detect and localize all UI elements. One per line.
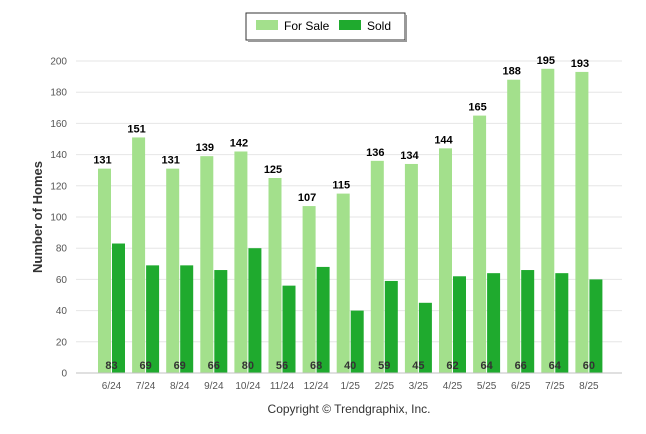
x-tick-label: 4/25: [443, 381, 463, 392]
legend-label-for-sale: For Sale: [284, 19, 330, 33]
data-label-sold: 80: [242, 360, 254, 372]
bar-for-sale: [166, 168, 180, 373]
bar-sold: [316, 266, 330, 373]
x-tick-label: 5/25: [477, 381, 497, 392]
bar-sold: [282, 285, 296, 373]
y-tick-label: 160: [50, 119, 67, 130]
data-label-sold: 66: [208, 360, 220, 372]
data-label-sold: 40: [344, 360, 356, 372]
y-tick-label: 180: [50, 88, 67, 99]
data-label-for-sale: 188: [503, 66, 521, 78]
y-tick-label: 0: [61, 369, 67, 380]
x-tick-label: 8/25: [579, 381, 599, 392]
data-label-for-sale: 136: [366, 147, 384, 159]
bar-sold: [589, 279, 603, 373]
bar-sold: [214, 270, 228, 373]
x-tick-label: 12/24: [304, 381, 329, 392]
data-label-for-sale: 134: [400, 150, 419, 162]
bar-sold: [555, 273, 569, 373]
data-label-for-sale: 131: [162, 155, 180, 167]
data-label-sold: 64: [549, 360, 562, 372]
legend-shadow-bottom: [248, 40, 407, 42]
data-label-sold: 59: [378, 360, 390, 372]
data-label-sold: 56: [276, 360, 288, 372]
bar-for-sale: [541, 68, 555, 374]
data-label-sold: 64: [480, 360, 493, 372]
bar-sold: [350, 310, 364, 373]
bar-for-sale: [370, 160, 384, 373]
legend-shadow: [405, 15, 407, 42]
x-tick-label: 8/24: [170, 381, 190, 392]
data-label-for-sale: 131: [93, 155, 111, 167]
data-label-sold: 68: [310, 360, 322, 372]
data-label-for-sale: 115: [332, 180, 350, 192]
data-label-sold: 69: [139, 360, 151, 372]
bar-for-sale: [200, 156, 214, 373]
y-tick-label: 60: [56, 275, 68, 286]
bar-sold: [146, 265, 160, 373]
bar-sold: [384, 280, 398, 373]
bar-sold: [487, 273, 501, 373]
x-tick-label: 6/24: [102, 381, 122, 392]
bar-for-sale: [268, 178, 282, 373]
data-label-for-sale: 144: [434, 134, 453, 146]
data-label-sold: 62: [446, 360, 458, 372]
y-tick-label: 80: [56, 244, 68, 255]
x-tick-label: 9/24: [204, 381, 224, 392]
bar-for-sale: [98, 168, 111, 373]
y-tick-label: 100: [50, 213, 67, 224]
data-label-for-sale: 107: [298, 192, 316, 204]
bar-for-sale: [302, 206, 316, 373]
legend-swatch-sold: [339, 20, 361, 30]
bar-for-sale: [439, 148, 452, 373]
data-label-for-sale: 193: [571, 58, 589, 70]
bar-sold: [418, 302, 432, 373]
data-label-for-sale: 142: [230, 137, 248, 149]
bar-for-sale: [336, 193, 350, 373]
x-tick-label: 10/24: [235, 381, 260, 392]
bar-for-sale: [234, 151, 248, 373]
data-label-for-sale: 151: [127, 123, 145, 135]
x-tick-label: 2/25: [375, 381, 395, 392]
bar-sold: [521, 270, 535, 373]
copyright-footer: Copyright © Trendgraphix, Inc.: [268, 402, 431, 416]
bar-for-sale: [507, 79, 521, 373]
bar-for-sale: [132, 137, 146, 373]
y-tick-label: 200: [50, 57, 67, 68]
legend: For Sale Sold: [245, 12, 407, 42]
x-tick-label: 6/25: [511, 381, 531, 392]
data-label-for-sale: 139: [196, 142, 214, 154]
bar-for-sale: [575, 71, 589, 374]
y-axis-label: Number of Homes: [30, 161, 45, 273]
bar-sold: [453, 276, 466, 373]
x-tick-label: 11/24: [270, 381, 295, 392]
x-tick-label: 3/25: [409, 381, 429, 392]
y-tick-label: 120: [50, 181, 67, 192]
data-label-sold: 45: [412, 360, 424, 372]
bar-sold: [180, 265, 194, 373]
x-tick-label: 1/25: [340, 381, 360, 392]
data-label-sold: 60: [583, 360, 595, 372]
data-label-for-sale: 165: [468, 102, 486, 114]
data-label-for-sale: 195: [537, 55, 555, 67]
bars: 131 83 151 69 131 69 139 66 142 80 125 56 107 68 115 40…: [93, 55, 603, 374]
bar-sold: [248, 248, 262, 373]
bar-for-sale: [473, 115, 487, 373]
data-label-sold: 69: [174, 360, 186, 372]
legend-label-sold: Sold: [367, 19, 391, 33]
x-tick-label: 7/25: [545, 381, 565, 392]
data-label-sold: 83: [105, 360, 117, 372]
legend-swatch-for-sale: [256, 20, 278, 30]
x-axis-ticks: 6/24 7/24 8/24 9/24 10/24 11/24 12/24 1/25 2/25 3…: [102, 381, 599, 392]
data-label-for-sale: 125: [264, 164, 282, 176]
x-tick-label: 7/24: [136, 381, 156, 392]
bar-for-sale: [404, 163, 418, 373]
data-label-sold: 66: [515, 360, 527, 372]
y-axis-ticks: 0 20 40 60 80 100 120 140 160 180 200: [50, 57, 67, 380]
y-tick-label: 20: [56, 337, 68, 348]
y-tick-label: 140: [50, 150, 67, 161]
bar-sold: [112, 243, 125, 373]
y-tick-label: 40: [56, 306, 68, 317]
